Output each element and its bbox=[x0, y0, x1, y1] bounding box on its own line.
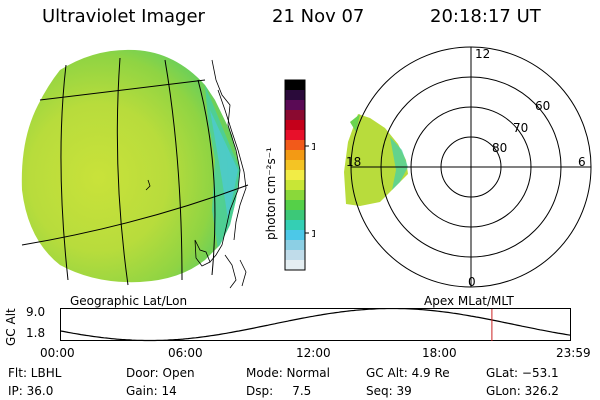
geo-grid bbox=[21, 57, 249, 286]
altitude-plot-frame bbox=[60, 308, 571, 341]
status-ip: IP: 36.0 bbox=[8, 384, 54, 398]
polar-plot-panel: 12 18 6 0 60 70 80 bbox=[344, 46, 592, 289]
colorbar-cell bbox=[285, 120, 305, 131]
colorbar-cell bbox=[285, 160, 305, 171]
time-tick-1200: 12:00 bbox=[296, 346, 331, 360]
mlt-label-6: 6 bbox=[578, 155, 586, 169]
altitude-ytick-max: 9.0 bbox=[26, 305, 46, 319]
time-tick-0000: 00:00 bbox=[40, 346, 75, 360]
altitude-ytick-min: 1.8 bbox=[26, 326, 46, 340]
emission-blue-edge bbox=[205, 85, 240, 250]
colorbar-cell bbox=[285, 100, 305, 111]
colorbar-cell bbox=[285, 210, 305, 221]
colorbar-cell bbox=[285, 90, 305, 101]
colorbar-tick-10: 10 bbox=[311, 229, 315, 240]
lat-label-80: 80 bbox=[492, 141, 507, 155]
polar-panel-label: Apex MLat/MLT bbox=[424, 294, 514, 308]
colorbar-cell bbox=[285, 230, 305, 241]
polar-emission-region bbox=[344, 114, 408, 206]
altitude-plot bbox=[60, 308, 571, 342]
header-date: 21 Nov 07 bbox=[272, 6, 365, 27]
lat-label-60: 60 bbox=[535, 99, 550, 113]
colorbar-cell bbox=[285, 140, 305, 151]
altitude-ylabel: GC Alt bbox=[4, 308, 18, 346]
status-glon: GLon: 326.2 bbox=[486, 384, 559, 398]
time-tick-1800: 18:00 bbox=[422, 346, 457, 360]
colorbar-cell bbox=[285, 110, 305, 121]
status-seq: Seq: 39 bbox=[366, 384, 412, 398]
status-filter: Flt: LBHL bbox=[8, 366, 62, 380]
status-mode: Mode: Normal bbox=[246, 366, 330, 380]
colorbar-cell bbox=[285, 250, 305, 261]
coastline bbox=[145, 59, 247, 289]
status-dsp: Dsp: 7.5 bbox=[246, 384, 312, 398]
instrument-title: Ultraviolet Imager bbox=[42, 6, 205, 27]
altitude-curve bbox=[60, 308, 571, 342]
colorbar-gradient bbox=[285, 80, 305, 271]
colorbar-unit-label: photon cm⁻²s⁻¹ bbox=[264, 147, 278, 240]
colorbar-cell bbox=[285, 260, 305, 271]
colorbar-cell bbox=[285, 240, 305, 251]
geographic-image-panel bbox=[21, 49, 249, 289]
time-tick-0600: 06:00 bbox=[168, 346, 203, 360]
colorbar-cell bbox=[285, 80, 305, 91]
mlt-label-18: 18 bbox=[346, 155, 361, 169]
lat-label-70: 70 bbox=[513, 121, 528, 135]
colorbar-cell bbox=[285, 200, 305, 211]
colorbar-cell bbox=[285, 220, 305, 231]
colorbar-cell bbox=[285, 180, 305, 191]
status-gain: Gain: 14 bbox=[126, 384, 177, 398]
colorbar-cell bbox=[285, 190, 305, 201]
status-gc-alt: GC Alt: 4.9 Re bbox=[366, 366, 450, 380]
time-tick-2359: 23:59 bbox=[556, 346, 591, 360]
colorbar-cell bbox=[285, 130, 305, 141]
colorbar-cell bbox=[285, 150, 305, 161]
mlt-label-0: 0 bbox=[468, 275, 476, 289]
geo-panel-label: Geographic Lat/Lon bbox=[70, 294, 188, 308]
status-door: Door: Open bbox=[126, 366, 195, 380]
colorbar: 100 10 bbox=[284, 79, 315, 271]
mlt-label-12: 12 bbox=[475, 47, 490, 61]
earth-disk bbox=[21, 49, 240, 283]
colorbar-tick-100: 100 bbox=[311, 142, 315, 153]
status-glat: GLat: −53.1 bbox=[486, 366, 559, 380]
header-time: 20:18:17 UT bbox=[430, 6, 541, 27]
colorbar-cell bbox=[285, 170, 305, 181]
polar-grid bbox=[350, 46, 592, 288]
